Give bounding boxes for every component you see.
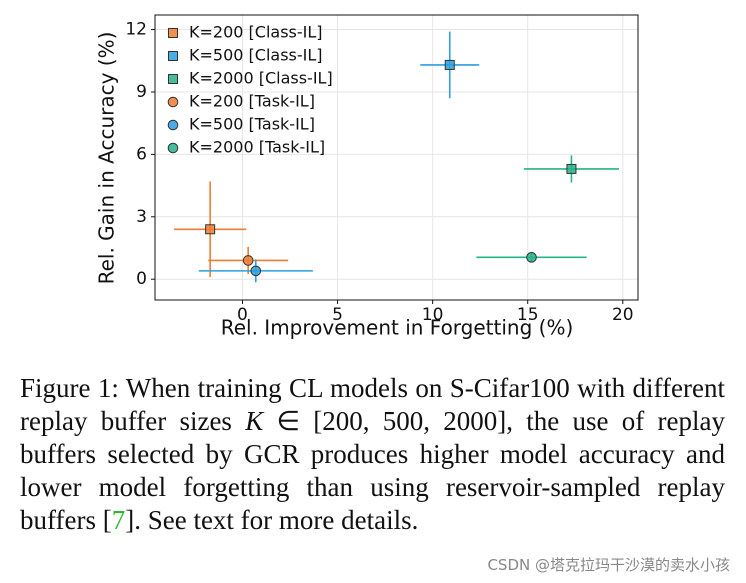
marker [242, 255, 254, 266]
legend-marker [167, 96, 179, 108]
x-tick-label: 10 [422, 305, 444, 325]
citation[interactable]: 7 [111, 505, 126, 535]
y-tick-label: 9 [136, 82, 147, 102]
watermark: CSDN @塔克拉玛干沙漠的卖水小孩 [487, 556, 730, 574]
x-axis-label: Rel. Improvement in Forgetting (%) [221, 316, 574, 340]
marker [526, 252, 537, 263]
legend-label: K=2000 [Task-IL] [189, 138, 325, 157]
legend-label: K=500 [Class-IL] [189, 46, 323, 65]
x-tick-label: 0 [237, 305, 248, 325]
marker [250, 265, 262, 277]
legend-label: K=200 [Task-IL] [189, 92, 315, 111]
axes-frame [154, 14, 639, 301]
caption-math: ∈ [200, 500, 2000] [263, 406, 507, 436]
y-tick-label: 0 [136, 269, 147, 289]
legend-marker [168, 74, 178, 84]
caption-math: K [245, 406, 264, 436]
caption-text: Figure 1: When training CL models on S-C… [20, 373, 725, 436]
y-tick-label: 3 [136, 207, 147, 227]
legend-label: K=200 [Class-IL] [189, 23, 323, 42]
caption-text: , the use of replay buffers selected by … [20, 406, 725, 535]
x-tick-label: 15 [517, 305, 539, 325]
figure-caption: Figure 1: When training CL models on S-C… [20, 372, 725, 537]
chart: Rel. Improvement in Forgetting (%) Rel. … [95, 14, 639, 340]
legend-label: K=2000 [Class-IL] [189, 69, 333, 88]
x-tick-label: 20 [612, 305, 634, 325]
legend-marker [167, 119, 179, 131]
y-axis-label: Rel. Gain in Accuracy (%) [95, 32, 119, 285]
marker [566, 163, 577, 174]
marker [444, 59, 455, 70]
y-tick-label: 12 [125, 20, 147, 40]
legend-marker [167, 142, 179, 154]
legend-marker [168, 51, 178, 61]
legend-marker [168, 28, 178, 38]
legend-label: K=500 [Task-IL] [189, 115, 315, 134]
x-tick-label: 5 [332, 305, 343, 325]
marker [205, 224, 216, 235]
caption-text: ]. See text for more details. [125, 505, 419, 535]
y-tick-label: 6 [136, 144, 147, 164]
